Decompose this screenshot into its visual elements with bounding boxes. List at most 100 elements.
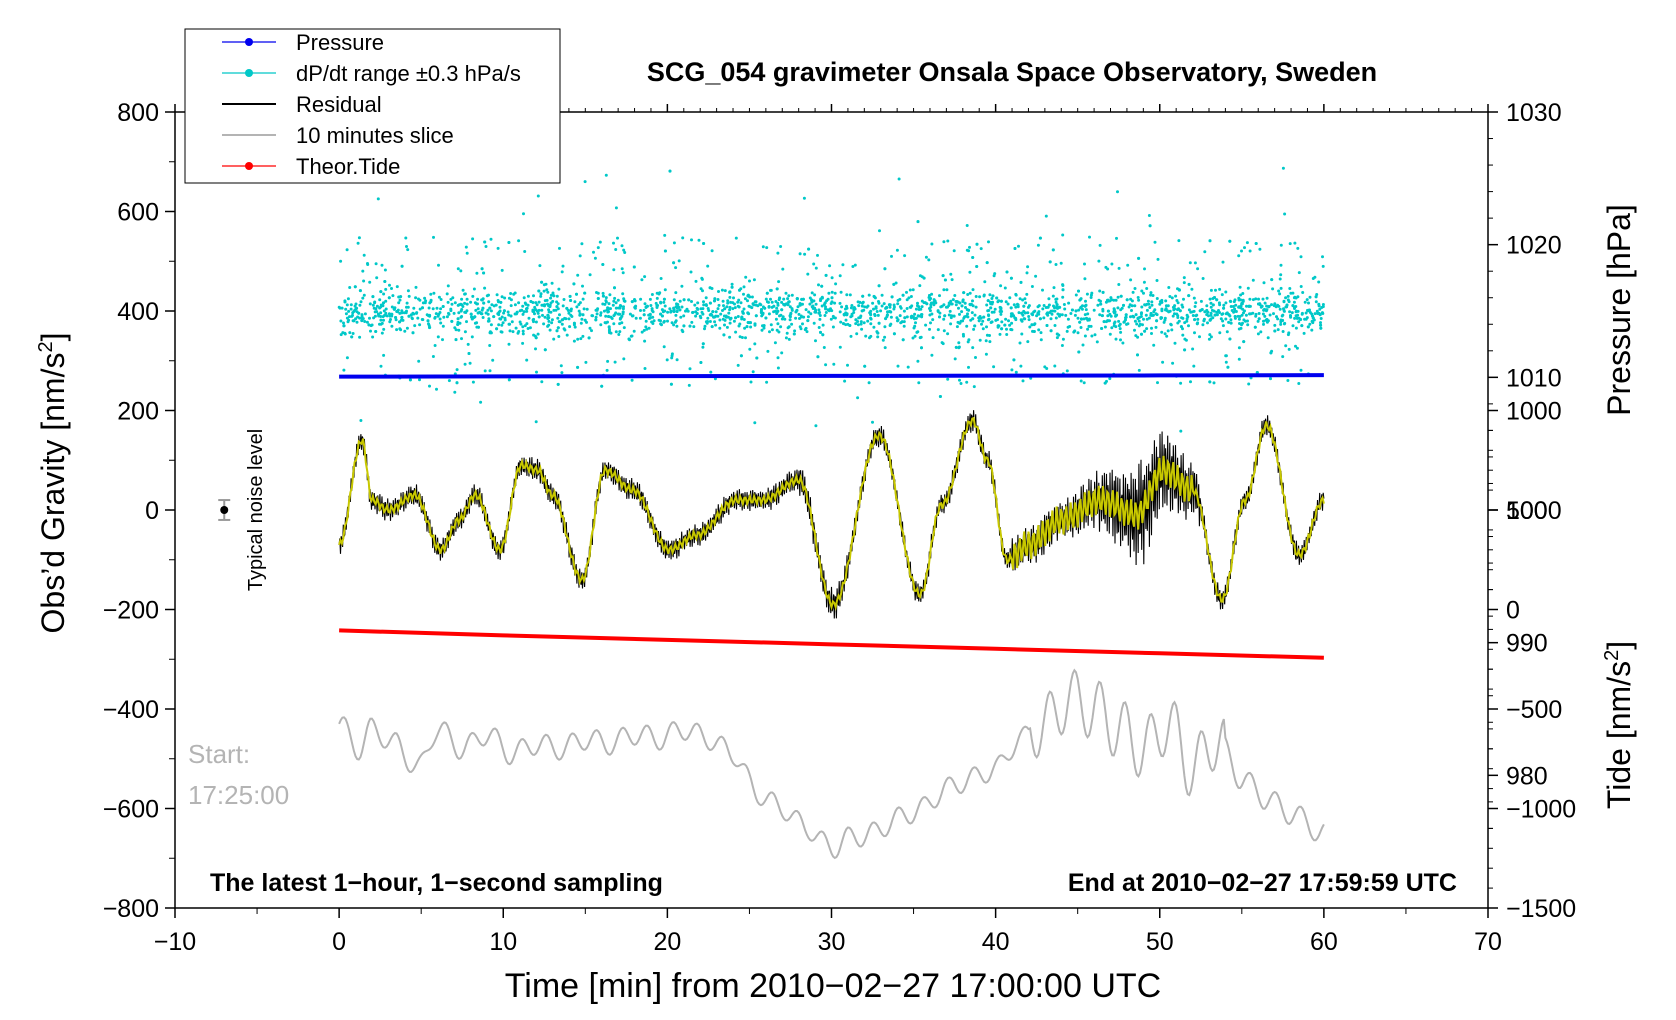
dpdt-point <box>810 299 814 303</box>
dpdt-point <box>958 378 961 382</box>
dpdt-point <box>1179 325 1183 329</box>
dpdt-point <box>1126 263 1130 267</box>
y-tick-label: −200 <box>103 597 159 625</box>
dpdt-point <box>1106 309 1110 313</box>
dpdt-point <box>909 295 913 298</box>
dpdt-point <box>989 321 993 324</box>
dpdt-point <box>358 303 362 307</box>
dpdt-point <box>949 272 953 276</box>
dpdt-point <box>801 322 804 326</box>
dpdt-point <box>642 328 646 332</box>
dpdt-point <box>1099 302 1103 306</box>
dpdt-point <box>1032 323 1036 327</box>
dpdt-point <box>682 314 686 318</box>
dpdt-point <box>963 301 967 305</box>
dpdt-point <box>465 302 469 306</box>
dpdt-point <box>573 300 577 304</box>
dpdt-point <box>551 291 555 295</box>
dpdt-point <box>695 312 699 315</box>
dpdt-point <box>1226 365 1230 369</box>
dpdt-point <box>1193 261 1197 265</box>
dpdt-point <box>920 313 924 316</box>
dpdt-point <box>1213 313 1217 317</box>
dpdt-point <box>744 275 748 279</box>
dpdt-point <box>731 307 735 311</box>
dpdt-point <box>588 273 592 277</box>
dpdt-point <box>1147 302 1151 306</box>
dpdt-point <box>887 303 891 307</box>
dpdt-point <box>367 323 371 327</box>
dpdt-point <box>399 295 403 299</box>
dpdt-point <box>342 321 345 325</box>
dpdt-point <box>860 309 864 313</box>
dpdt-point <box>391 294 395 298</box>
dpdt-point <box>1178 309 1182 313</box>
dpdt-point <box>928 313 932 317</box>
dpdt-point <box>971 288 975 292</box>
dpdt-point <box>727 311 731 315</box>
dpdt-point <box>838 310 842 314</box>
dpdt-point <box>706 320 709 324</box>
dpdt-point <box>1150 303 1154 307</box>
dpdt-point <box>663 233 667 237</box>
dpdt-point <box>1090 291 1094 295</box>
dpdt-point <box>371 335 375 339</box>
dpdt-point <box>978 338 982 342</box>
dpdt-point <box>488 344 492 347</box>
dpdt-point <box>543 315 547 319</box>
dpdt-point <box>770 328 774 332</box>
dpdt-point <box>405 305 408 309</box>
dpdt-point <box>476 297 480 301</box>
dpdt-point <box>500 295 504 299</box>
dpdt-point <box>883 325 887 329</box>
dpdt-point <box>1026 311 1030 315</box>
dpdt-point <box>606 359 610 363</box>
y-axis-label-pressure: Pressure [hPa] <box>1601 204 1637 416</box>
dpdt-point <box>612 322 616 326</box>
dpdt-point <box>1321 264 1325 268</box>
dpdt-point <box>1098 289 1102 293</box>
dpdt-point <box>1286 298 1290 302</box>
dpdt-point <box>349 303 353 307</box>
dpdt-point <box>1201 323 1205 327</box>
dpdt-point <box>1101 290 1105 294</box>
dpdt-point <box>1299 368 1303 372</box>
dpdt-point <box>1318 312 1322 316</box>
dpdt-point <box>659 322 663 326</box>
dpdt-point <box>379 311 383 315</box>
dpdt-point <box>1124 316 1127 320</box>
dpdt-point <box>369 329 372 333</box>
dpdt-point <box>1077 350 1081 354</box>
dpdt-point <box>1174 294 1178 298</box>
dpdt-point <box>1012 358 1016 362</box>
dpdt-point <box>604 321 608 325</box>
dpdt-point <box>780 300 784 304</box>
dpdt-point <box>616 298 620 302</box>
dpdt-point <box>351 311 355 315</box>
dpdt-point <box>487 300 491 304</box>
dpdt-point <box>999 299 1003 303</box>
dpdt-point <box>733 306 737 310</box>
dpdt-point <box>954 303 958 307</box>
dpdt-point <box>943 278 947 282</box>
dpdt-point <box>830 290 834 294</box>
dpdt-point <box>1077 289 1080 293</box>
dpdt-point <box>508 329 512 333</box>
dpdt-point <box>1042 316 1046 320</box>
dpdt-point <box>1304 311 1308 315</box>
dpdt-point <box>990 297 994 300</box>
dpdt-point <box>1037 304 1041 308</box>
dpdt-point <box>832 362 836 366</box>
dpdt-point <box>480 298 484 302</box>
dpdt-point <box>820 304 824 308</box>
dpdt-point <box>1010 368 1014 372</box>
dpdt-point <box>916 359 920 363</box>
dpdt-point <box>1240 313 1244 317</box>
dpdt-point <box>781 315 785 319</box>
dpdt-point <box>572 339 576 343</box>
dpdt-point <box>1194 314 1198 318</box>
dpdt-point <box>1281 313 1285 317</box>
dpdt-point <box>1236 314 1240 318</box>
dpdt-point <box>560 270 564 274</box>
dpdt-point <box>503 296 507 300</box>
